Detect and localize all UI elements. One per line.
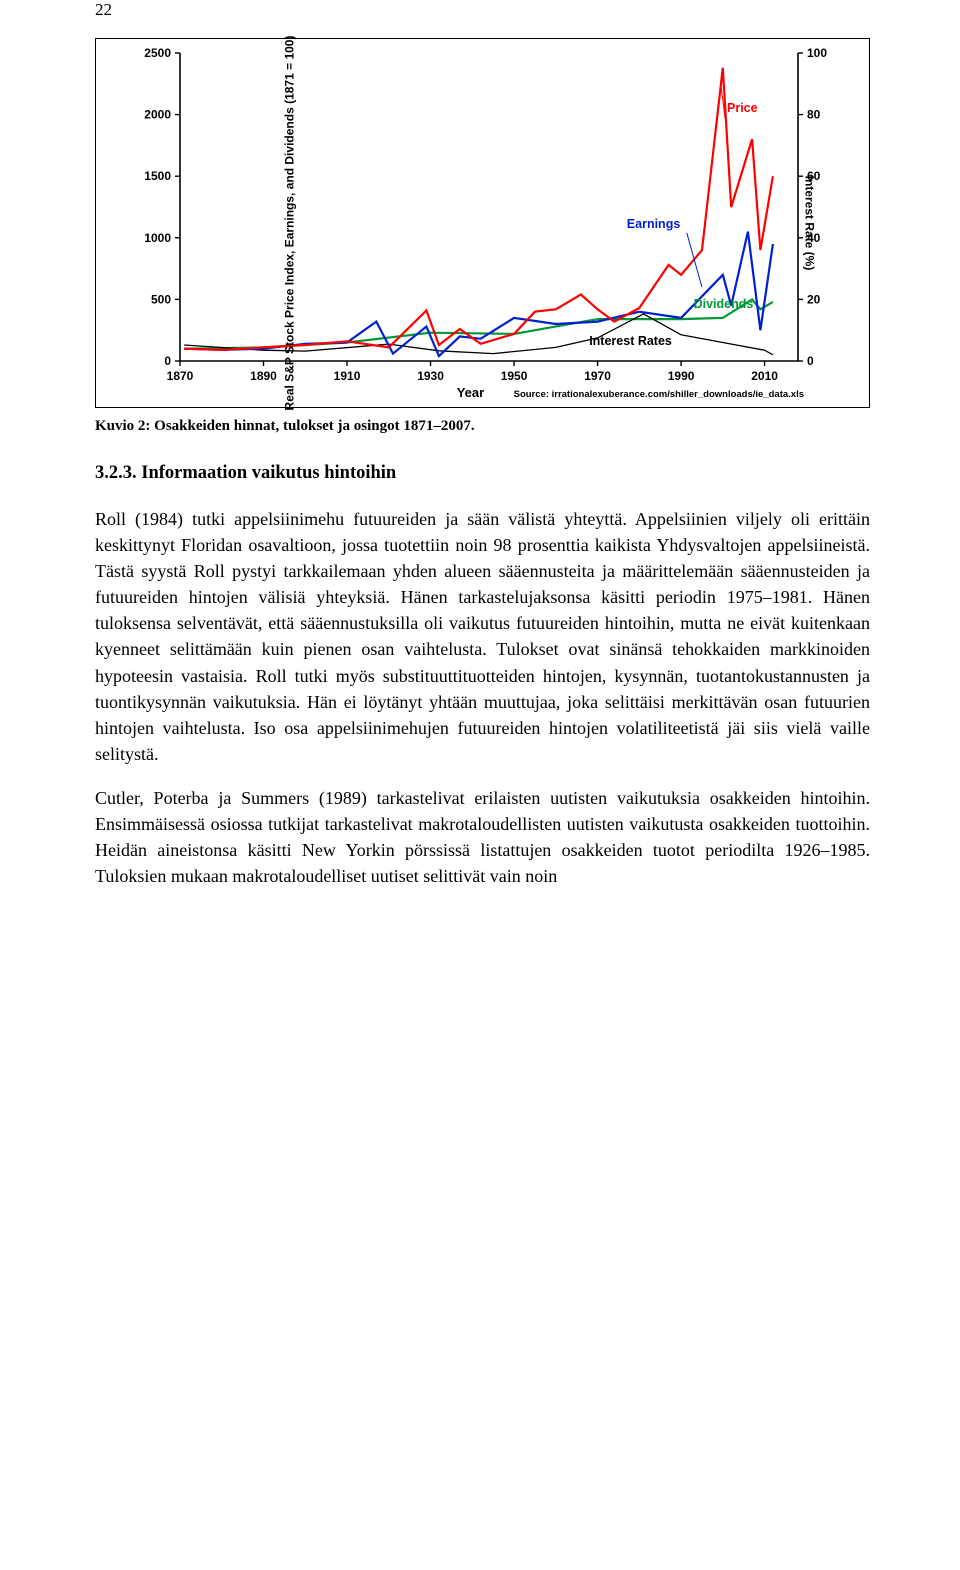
svg-text:2000: 2000 — [144, 108, 171, 122]
svg-text:0: 0 — [807, 354, 814, 368]
y-left-axis-label: Real S&P Stock Price Index, Earnings, an… — [282, 36, 296, 411]
svg-text:1870: 1870 — [167, 369, 194, 383]
svg-text:Dividends: Dividends — [694, 297, 754, 311]
page-number: 22 — [95, 0, 870, 20]
svg-text:1990: 1990 — [668, 369, 695, 383]
svg-text:1500: 1500 — [144, 169, 171, 183]
chart-svg: 0500100015002000250002040608010018701890… — [108, 43, 848, 403]
svg-text:2010: 2010 — [751, 369, 778, 383]
svg-text:20: 20 — [807, 292, 821, 306]
svg-text:2500: 2500 — [144, 46, 171, 60]
y-right-axis-label: Interest Rate (%) — [803, 176, 817, 271]
svg-text:1930: 1930 — [417, 369, 444, 383]
svg-text:0: 0 — [164, 354, 171, 368]
chart-plot: Real S&P Stock Price Index, Earnings, an… — [108, 43, 859, 403]
svg-text:80: 80 — [807, 108, 821, 122]
svg-text:1890: 1890 — [250, 369, 277, 383]
svg-text:500: 500 — [151, 292, 171, 306]
body-paragraph-1: Roll (1984) tutki appelsiinimehu futuure… — [95, 506, 870, 767]
chart-container: Real S&P Stock Price Index, Earnings, an… — [95, 38, 870, 408]
svg-text:1000: 1000 — [144, 231, 171, 245]
section-heading: 3.2.3. Informaation vaikutus hintoihin — [95, 463, 870, 484]
svg-text:Interest Rates: Interest Rates — [589, 334, 672, 348]
svg-text:100: 100 — [807, 46, 827, 60]
svg-text:Price: Price — [727, 101, 758, 115]
svg-text:1950: 1950 — [501, 369, 528, 383]
svg-text:1910: 1910 — [334, 369, 361, 383]
svg-text:1970: 1970 — [584, 369, 611, 383]
svg-text:Year: Year — [457, 385, 484, 400]
figure-caption: Kuvio 2: Osakkeiden hinnat, tulokset ja … — [95, 418, 870, 435]
svg-text:Earnings: Earnings — [627, 217, 681, 231]
svg-text:Source: irrationalexuberance.c: Source: irrationalexuberance.com/shiller… — [514, 389, 804, 400]
body-paragraph-2: Cutler, Poterba ja Summers (1989) tarkas… — [95, 785, 870, 889]
